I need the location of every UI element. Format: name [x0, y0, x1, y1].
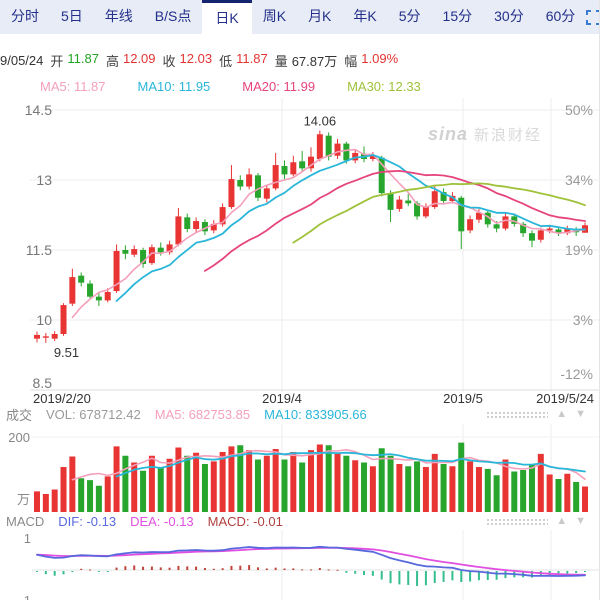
tab-yearly-k[interactable]: 年K: [353, 8, 377, 24]
tab-bs-point[interactable]: B/S点: [154, 8, 192, 24]
svg-text:8.5: 8.5: [33, 375, 53, 391]
ma20-legend: MA20: 11.99: [242, 79, 316, 94]
tab-monthly-k[interactable]: 月K: [308, 8, 332, 24]
svg-text:200: 200: [8, 430, 30, 445]
low-label: 低: [219, 53, 233, 69]
tab-daily-k[interactable]: 日K: [202, 0, 252, 44]
svg-text:1: 1: [24, 531, 31, 546]
volume-scroll-up-icon[interactable]: ▲: [556, 407, 568, 420]
date-axis: 2019/2/20 2019/4 2019/5 2019/5/24: [0, 391, 599, 407]
volume-value: 67.87万: [291, 53, 338, 69]
high-value: 12.09: [122, 50, 156, 66]
volume-drag-handle[interactable]: [486, 409, 549, 419]
tab-5day[interactable]: 5日: [61, 8, 83, 24]
macd-value: MACD: -0.01: [207, 513, 283, 529]
ma30-legend: MA30: 12.33: [347, 79, 421, 94]
vol-ma10: MA10: 833905.66: [264, 406, 367, 422]
range-value: 1.09%: [361, 50, 399, 66]
close-label: 收: [162, 53, 176, 69]
open-label: 开: [50, 53, 64, 69]
tab-15min[interactable]: 15分: [442, 8, 473, 24]
svg-text:10: 10: [36, 312, 52, 328]
stats-date: 9/05/24: [0, 52, 44, 68]
ma10-legend: MA10: 11.95: [137, 79, 211, 94]
high-label: 高: [105, 53, 119, 69]
svg-text:-12%: -12%: [560, 366, 593, 382]
svg-text:13: 13: [36, 172, 52, 188]
svg-text:-1: -1: [19, 593, 31, 600]
max-price-annotation: 14.06: [304, 114, 337, 129]
svg-text:14.5: 14.5: [25, 102, 52, 118]
volume-pane-label: 成交: [6, 407, 33, 423]
tab-60min[interactable]: 60分: [545, 8, 576, 24]
tab-weekly-k[interactable]: 周K: [262, 8, 287, 24]
date-tick-may: 2019/5: [443, 391, 483, 406]
tab-30min[interactable]: 30分: [494, 8, 524, 24]
fullscreen-icon[interactable]: [586, 9, 600, 25]
svg-text:50%: 50%: [565, 102, 593, 118]
volume-scroll-down-icon[interactable]: ▼: [575, 407, 586, 420]
tabbar-tools: ⋮: [586, 0, 600, 34]
macd-scroll-down-icon[interactable]: ▼: [575, 514, 586, 527]
date-tick-end: 2019/5/24: [536, 391, 594, 406]
volume-header: 成交 VOL: 678712.42 MA5: 682753.85 MA10: 8…: [0, 406, 599, 423]
svg-text:34%: 34%: [565, 172, 593, 188]
macd-drag-handle[interactable]: [486, 516, 549, 526]
date-tick-start: 2019/2/20: [33, 391, 91, 406]
svg-text:万: 万: [17, 492, 30, 507]
macd-pane-label: MACD: [6, 513, 45, 529]
close-value: 12.03: [179, 50, 213, 66]
min-price-annotation: 9.51: [54, 345, 79, 360]
ma5-legend: MA5: 11.87: [40, 79, 106, 94]
macd-header: MACD DIF: -0.13 DEA: -0.13 MACD: -0.01 ▲…: [0, 513, 599, 529]
volume-label: 量: [274, 53, 288, 69]
main-candlestick-chart[interactable]: 14.5 13 11.5 10 8.5 50% 34% 19% 3% -12% 14.06 9.51: [0, 98, 600, 392]
volume-chart[interactable]: 200 万: [0, 424, 600, 513]
svg-text:11.5: 11.5: [26, 242, 52, 258]
range-label: 幅: [344, 53, 358, 69]
dea-value: DEA: -0.13: [130, 513, 194, 529]
open-value: 11.87: [67, 50, 99, 66]
ohlc-stats-row: 9/05/24 开 11.87 高 12.09 收 12.03 低 11.87 量 67.…: [0, 50, 599, 69]
dif-value: DIF: -0.13: [58, 513, 117, 529]
tab-yearline[interactable]: 年线: [104, 8, 133, 24]
low-value: 11.87: [236, 50, 268, 66]
svg-text:3%: 3%: [573, 312, 593, 328]
macd-chart[interactable]: 1 -1: [0, 530, 600, 600]
ma-legend: MA5: 11.87 MA10: 11.95 MA20: 11.99 MA30:…: [40, 79, 599, 94]
tab-5min[interactable]: 5分: [398, 8, 421, 24]
vol-ma5: MA5: 682753.85: [154, 406, 251, 422]
chart-type-tabbar: 分时 5日 年线 B/S点 日K 周K 月K 年K 5分 15分 30分 60分…: [0, 0, 600, 44]
vol-value: VOL: 678712.42: [46, 406, 141, 422]
tab-minute[interactable]: 分时: [11, 8, 39, 24]
macd-scroll-up-icon[interactable]: ▲: [556, 514, 568, 527]
svg-text:19%: 19%: [565, 242, 593, 258]
date-tick-april: 2019/4: [262, 391, 302, 406]
